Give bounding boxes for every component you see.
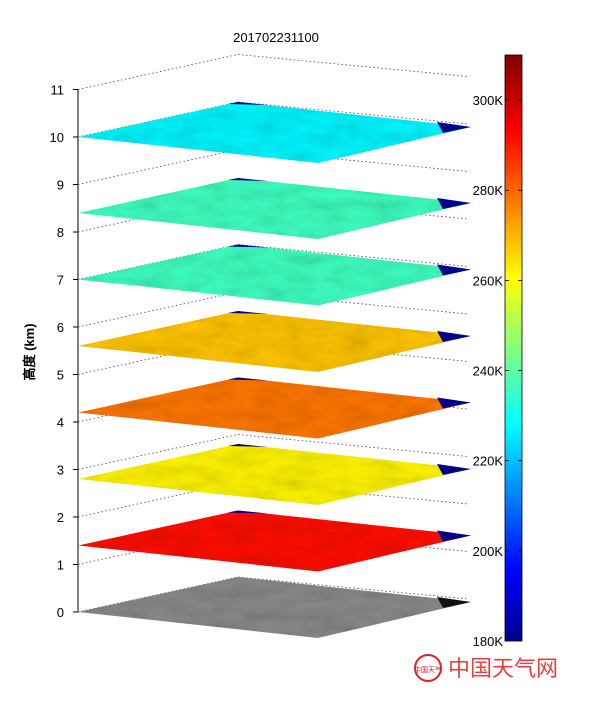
layer-edge-mask	[228, 444, 268, 447]
layer-edge-mask	[228, 244, 268, 248]
watermark: 中国天气 中国天气网	[414, 654, 558, 682]
layer-7	[78, 102, 471, 163]
layer-edge-mask	[437, 331, 471, 342]
watermark-seal-text: 中国天气	[414, 665, 442, 674]
y-tick-label: 3	[57, 463, 64, 478]
layer-2	[78, 444, 471, 505]
grid-line	[237, 101, 469, 125]
colorbar-tick-label: 260K	[473, 273, 504, 288]
y-tick-label: 7	[57, 273, 64, 288]
y-tick-label: 2	[57, 510, 64, 525]
y-tick-label: 5	[57, 368, 64, 383]
chart-title: 201702231100	[233, 30, 319, 45]
layer-1	[78, 510, 471, 572]
grid-line	[237, 54, 469, 77]
layer-edge-mask	[437, 597, 471, 608]
layer-0	[78, 577, 471, 638]
grid-line	[77, 434, 239, 470]
layer-edge-mask	[228, 377, 268, 381]
colorbar-tick-label: 300K	[473, 93, 504, 108]
grid-line	[237, 149, 469, 172]
layer-edge-mask	[437, 464, 471, 475]
layer-edge-mask	[228, 510, 268, 514]
grid-line	[77, 291, 239, 328]
grid-line	[77, 54, 239, 90]
layer-edge-mask	[437, 122, 471, 133]
layer-5	[78, 244, 471, 306]
layer-edge-mask	[437, 397, 471, 409]
layer-6	[78, 178, 471, 239]
grid-line	[237, 434, 469, 457]
layer-4	[78, 311, 471, 372]
layer-edge-mask	[228, 102, 268, 105]
grid-line	[237, 244, 469, 267]
colorbar-tick-label: 280K	[473, 183, 504, 198]
layer-edge-mask	[437, 530, 471, 542]
colorbar-tick-label: 240K	[473, 364, 504, 379]
y-tick-label: 4	[57, 415, 64, 430]
layer-edge-mask	[228, 178, 268, 181]
layer-edge-mask	[437, 264, 471, 276]
colorbar-tick-label: 180K	[473, 634, 504, 649]
colorbar-tick-label: 200K	[473, 544, 504, 559]
grid-line	[237, 576, 469, 600]
watermark-seal-icon	[414, 654, 442, 682]
colorbar	[504, 54, 523, 642]
y-tick-label: 11	[51, 83, 65, 98]
y-tick-label: 10	[50, 130, 64, 145]
colorbar-tick-label: 220K	[473, 454, 504, 469]
y-tick-label: 9	[57, 178, 64, 193]
grid-line	[77, 244, 239, 280]
watermark-text: 中国天气网	[448, 656, 558, 681]
y-tick-label: 1	[57, 558, 64, 573]
y-tick-label: 8	[57, 225, 64, 240]
grid-line	[237, 481, 469, 505]
grid-line	[77, 149, 239, 185]
grid-line	[77, 576, 239, 613]
colorbar-ticks: 180K 200K 220K 240K 260K 280K 300K	[473, 93, 522, 649]
grid-line	[237, 529, 469, 552]
layer-edge-mask	[437, 198, 471, 209]
layer-3	[78, 377, 471, 439]
grid-line	[237, 291, 469, 315]
y-tick-label: 6	[57, 320, 64, 335]
y-tick-label: 0	[57, 605, 64, 620]
grid-line	[237, 339, 469, 362]
layer-edge-mask	[228, 311, 268, 314]
grid-line	[237, 196, 469, 220]
y-axis-label: 高度 (km)	[22, 323, 37, 380]
temperature-layers	[78, 102, 471, 638]
